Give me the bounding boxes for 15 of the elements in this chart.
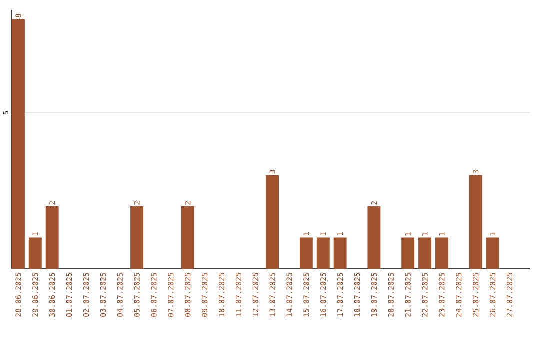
bar [266,175,280,270]
bar [46,206,59,270]
bar [418,238,432,270]
bar [402,238,415,270]
bar [12,19,25,270]
bar [300,238,313,270]
bar [334,238,347,270]
bar [316,238,330,270]
bar [130,206,144,270]
bar [486,238,500,270]
bar [368,206,381,270]
bar [28,238,42,270]
bar [181,206,194,270]
bar [435,238,448,270]
bar [469,175,482,270]
